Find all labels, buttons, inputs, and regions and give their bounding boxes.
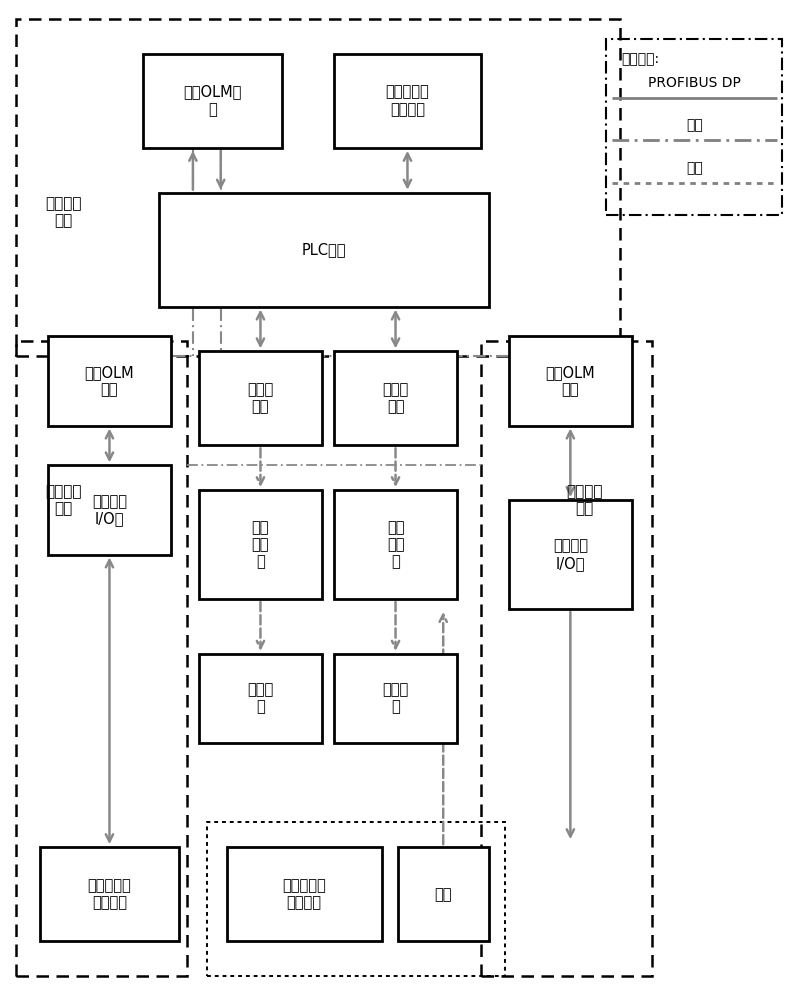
FancyBboxPatch shape: [199, 351, 322, 445]
Text: PROFIBUS DP: PROFIBUS DP: [647, 76, 740, 90]
Text: 钻台侧控
制柜: 钻台侧控 制柜: [565, 484, 602, 516]
FancyBboxPatch shape: [508, 500, 631, 609]
Text: 电机侧控
制柜: 电机侧控 制柜: [46, 484, 82, 516]
FancyBboxPatch shape: [226, 847, 381, 941]
Text: 第一OLM模
块: 第一OLM模 块: [184, 85, 241, 117]
Text: 第三OLM
模块: 第三OLM 模块: [545, 365, 594, 397]
FancyBboxPatch shape: [334, 54, 480, 148]
Text: 第二电
机: 第二电 机: [382, 682, 408, 715]
Text: PLC主机: PLC主机: [302, 242, 346, 257]
Text: 光纤: 光纤: [685, 118, 702, 132]
Text: 第一远程
I/O口: 第一远程 I/O口: [92, 494, 127, 526]
Text: 第一人机交
互显示屏: 第一人机交 互显示屏: [385, 85, 429, 117]
Text: 航插: 航插: [685, 161, 702, 175]
FancyBboxPatch shape: [48, 465, 171, 555]
Text: 第一
编码
器: 第一 编码 器: [251, 520, 269, 570]
Text: 第二远程
I/O口: 第二远程 I/O口: [553, 538, 587, 571]
FancyBboxPatch shape: [199, 490, 322, 599]
FancyBboxPatch shape: [143, 54, 282, 148]
Text: 第一电
机: 第一电 机: [247, 682, 273, 715]
Text: 第二变
频器: 第二变 频器: [382, 382, 408, 415]
FancyBboxPatch shape: [334, 351, 456, 445]
Text: 第二人机交
互显示屏: 第二人机交 互显示屏: [87, 878, 132, 910]
FancyBboxPatch shape: [508, 336, 631, 426]
Text: 低压房控
制柜: 低压房控 制柜: [46, 196, 82, 229]
Text: 第二OLM
模块: 第二OLM 模块: [84, 365, 134, 397]
Text: 第二
编码
器: 第二 编码 器: [387, 520, 403, 570]
FancyBboxPatch shape: [334, 654, 456, 743]
FancyBboxPatch shape: [397, 847, 488, 941]
FancyBboxPatch shape: [159, 193, 488, 307]
Text: 第三人机交
互显示屏: 第三人机交 互显示屏: [282, 878, 326, 910]
Text: 通讯方式:: 通讯方式:: [620, 52, 658, 66]
FancyBboxPatch shape: [40, 847, 179, 941]
FancyBboxPatch shape: [48, 336, 171, 426]
FancyBboxPatch shape: [199, 654, 322, 743]
FancyBboxPatch shape: [334, 490, 456, 599]
Text: 第一变
频器: 第一变 频器: [247, 382, 273, 415]
Text: 脚踏: 脚踏: [434, 887, 452, 902]
